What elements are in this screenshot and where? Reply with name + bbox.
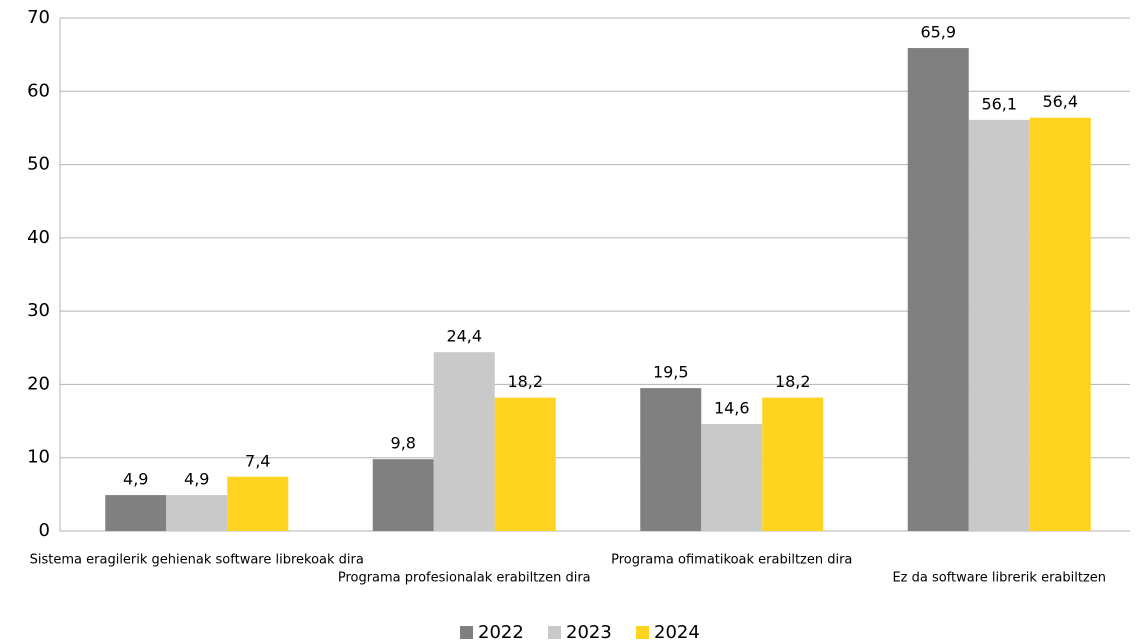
bar <box>762 397 824 531</box>
value-label: 14,6 <box>714 399 750 418</box>
legend-label: 2024 <box>654 622 700 641</box>
bar <box>968 119 1030 532</box>
bar <box>907 48 969 531</box>
legend-swatch <box>548 626 561 639</box>
value-label: 19,5 <box>653 363 689 382</box>
value-label: 56,1 <box>981 94 1017 113</box>
x-tick-label: Ez da software librerik erabiltzen <box>892 571 1106 586</box>
y-tick-label: 0 <box>39 520 50 541</box>
bar <box>166 495 228 531</box>
y-tick-label: 20 <box>27 373 50 394</box>
legend-label: 2022 <box>478 622 524 641</box>
bar <box>433 352 495 531</box>
y-tick-label: 70 <box>27 7 50 28</box>
value-label: 9,8 <box>391 434 416 453</box>
y-tick-label: 60 <box>27 80 50 101</box>
value-label: 7,4 <box>245 451 270 470</box>
bar <box>105 495 167 531</box>
value-label: 4,9 <box>184 470 209 489</box>
bar <box>372 459 434 531</box>
bar <box>701 424 763 531</box>
legend-swatch <box>636 626 649 639</box>
legend-swatch <box>460 626 473 639</box>
value-label: 18,2 <box>775 372 811 391</box>
x-tick-label: Programa ofimatikoak erabiltzen dira <box>611 553 852 568</box>
y-tick-label: 10 <box>27 447 50 468</box>
value-label: 18,2 <box>507 372 543 391</box>
legend-label: 2023 <box>566 622 612 641</box>
x-tick-label: Programa profesionalak erabiltzen dira <box>338 571 591 586</box>
bar <box>227 476 289 531</box>
y-tick-label: 50 <box>27 154 50 175</box>
bar <box>1029 117 1091 531</box>
x-tick-label: Sistema eragilerik gehienak software lib… <box>30 553 364 568</box>
value-label: 56,4 <box>1042 92 1078 111</box>
y-tick-label: 40 <box>27 227 50 248</box>
value-label: 4,9 <box>123 470 148 489</box>
bar <box>640 388 702 531</box>
y-tick-label: 30 <box>27 300 50 321</box>
value-label: 65,9 <box>920 23 956 42</box>
value-label: 24,4 <box>446 327 482 346</box>
bar <box>494 397 556 531</box>
